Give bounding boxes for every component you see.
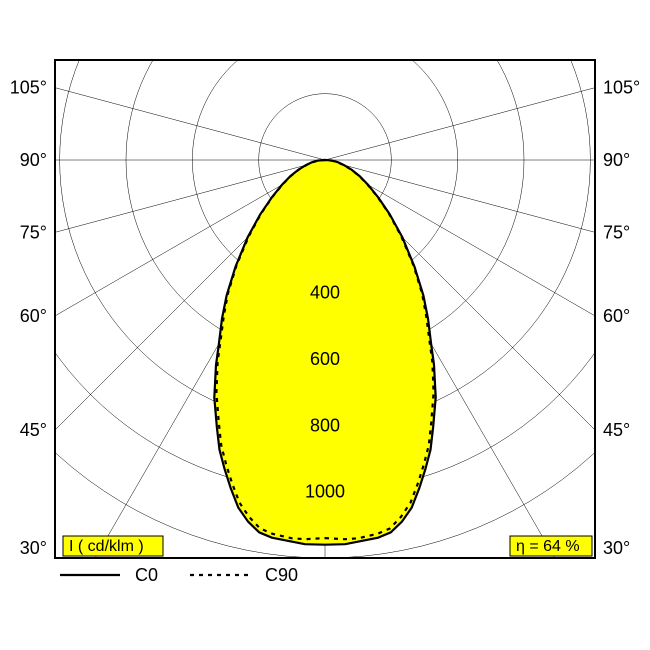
legend-label-C0: C0	[135, 565, 158, 585]
angle-label-left: 75°	[20, 222, 47, 242]
angle-label-right: 75°	[603, 222, 630, 242]
legend-label-C90: C90	[265, 565, 298, 585]
angle-label-left: 60°	[20, 306, 47, 326]
radial-tick-label: 800	[310, 415, 340, 435]
radial-tick-label: 600	[310, 349, 340, 369]
angle-label-right: 105°	[603, 78, 640, 98]
angle-label-right: 45°	[603, 420, 630, 440]
angle-label-left: 105°	[10, 78, 47, 98]
angle-label-right: 60°	[603, 306, 630, 326]
radial-tick-label: 1000	[305, 482, 345, 502]
angle-label-left: 30°	[20, 538, 47, 558]
polar-photometric-chart: 400 600 800 1000 30° 30° 45° 45° 60° 60° 75° 75° 90°…	[0, 0, 650, 650]
angle-label-left: 90°	[20, 150, 47, 170]
angle-label-right: 90°	[603, 150, 630, 170]
units-label: I ( cd/klm )	[69, 538, 144, 555]
radial-tick-label: 400	[310, 283, 340, 303]
angle-label-left: 45°	[20, 420, 47, 440]
efficiency-label: η = 64 %	[516, 538, 580, 555]
angle-label-right: 30°	[603, 538, 630, 558]
